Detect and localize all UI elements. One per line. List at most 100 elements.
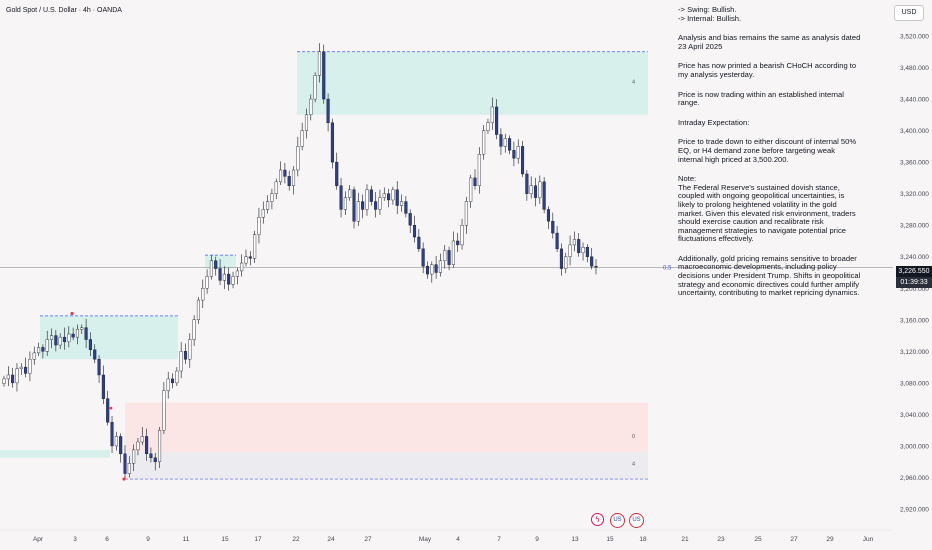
candle-body: [140, 436, 144, 443]
note-intraday-heading: Intraday Expectation:: [678, 117, 750, 127]
note-choch: Price has now printed a bearish CHoCH ac…: [678, 61, 857, 79]
candle-body: [408, 213, 412, 226]
candle-body: [188, 339, 192, 360]
x-tick-label: 15: [606, 536, 614, 543]
supply-zone: [297, 51, 648, 115]
candle-body: [335, 161, 339, 186]
candle-body: [214, 260, 218, 269]
note-fed: Note: The Federal Reserve's sustained do…: [678, 174, 856, 244]
candle-body: [192, 319, 196, 340]
candle-body: [49, 335, 54, 340]
swing-marker: [109, 406, 113, 410]
y-tick-label: 3,000.000: [900, 443, 929, 450]
y-tick-label: 3,400.000: [900, 128, 929, 135]
swing-low-marker: [122, 477, 126, 481]
candle-body: [261, 209, 265, 218]
us-flag-event-icon[interactable]: US: [610, 513, 625, 528]
candle-body: [11, 374, 15, 384]
candle-body: [564, 256, 568, 269]
y-tick-label: 3,200.000: [900, 286, 929, 293]
candle-body: [231, 276, 235, 285]
candle-body: [425, 265, 430, 275]
candle-body: [28, 359, 32, 374]
x-tick-label: 4: [456, 536, 460, 543]
x-tick-label: 13: [571, 536, 579, 543]
candle-body: [568, 244, 572, 257]
candle-body: [266, 201, 270, 210]
candle-body: [170, 378, 175, 384]
candle-body: [585, 247, 589, 257]
candle-body: [546, 209, 551, 222]
candle-body: [145, 436, 149, 455]
candle-body: [443, 250, 447, 261]
candle-body: [6, 374, 10, 380]
candle-body: [529, 185, 533, 194]
us-flag-event-icon-2[interactable]: US: [629, 513, 644, 528]
candle-body: [257, 217, 261, 235]
y-tick-label: 2,960.000: [900, 475, 929, 482]
candle-body: [330, 122, 334, 163]
y-tick-label: 3,480.000: [900, 65, 929, 72]
y-tick-label: 3,160.000: [900, 317, 929, 324]
x-tick-label: 15: [221, 536, 229, 543]
candle-body: [132, 449, 136, 464]
candle-body: [469, 177, 473, 202]
candle-body: [356, 201, 360, 222]
candle-body: [287, 176, 291, 186]
candle-body: [590, 256, 594, 267]
candle-body: [495, 106, 499, 135]
candle-body: [119, 436, 123, 455]
lower-demand-zone: [125, 452, 648, 480]
candle-body: [490, 106, 494, 123]
candle-body: [460, 224, 464, 246]
x-tick-label: 27: [790, 536, 798, 543]
x-tick-label: 21: [681, 536, 689, 543]
candle-body: [300, 130, 304, 147]
flash-event-icon[interactable]: ϟ: [591, 513, 604, 526]
candle-body: [551, 221, 555, 234]
candle-body: [235, 270, 239, 277]
candle-body: [525, 173, 529, 194]
candle-body: [291, 169, 296, 186]
x-tick-label: 9: [535, 536, 539, 543]
candle-body: [512, 150, 516, 159]
candle-body: [166, 378, 170, 391]
candle-body: [542, 181, 546, 210]
y-tick-label: 3,360.000: [900, 160, 929, 167]
candle-body: [352, 189, 356, 222]
symbol-title[interactable]: Gold Spot / U.S. Dollar · 4h · OANDA: [6, 7, 122, 14]
candle-body: [153, 457, 157, 462]
candle-body: [222, 273, 226, 281]
candle-body: [572, 239, 576, 246]
candle-body: [296, 146, 300, 171]
candle-body: [538, 181, 542, 198]
h4-demand-zone: [125, 402, 648, 453]
candle-body: [343, 197, 347, 210]
candle-body: [205, 276, 209, 289]
x-tick-label: 7: [497, 536, 501, 543]
candle-body: [240, 262, 244, 272]
candle-body: [106, 398, 110, 423]
x-tick-label: 17: [254, 536, 262, 543]
candle-body: [24, 366, 28, 374]
candle-body: [270, 193, 274, 202]
currency-selector[interactable]: USD: [894, 5, 924, 21]
candle-body: [503, 138, 507, 147]
x-tick-label: 29: [826, 536, 834, 543]
candle-body: [304, 114, 309, 131]
candle-body: [400, 201, 404, 206]
candle-body: [499, 134, 503, 147]
y-tick-label: 3,080.000: [900, 380, 929, 387]
candle-body: [365, 189, 369, 210]
candle-body: [244, 256, 248, 264]
candle-body: [136, 441, 140, 451]
candle-body: [127, 463, 131, 474]
candle-body: [369, 189, 373, 202]
note-expectation: Price to trade down to either discount o…: [678, 137, 857, 164]
candle-body: [434, 264, 438, 273]
note-macro: Additionally, gold pricing remains sensi…: [678, 253, 861, 298]
x-tick-label: Jun: [863, 536, 874, 543]
candle-body: [391, 189, 395, 201]
